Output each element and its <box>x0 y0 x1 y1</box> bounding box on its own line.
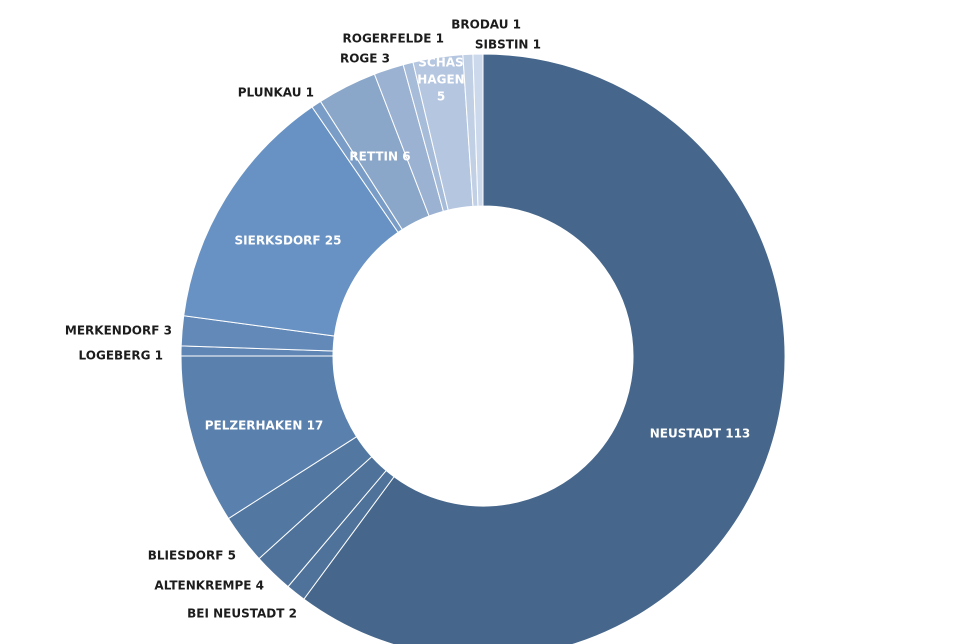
slice-label: LOGEBERG 1 <box>79 348 163 365</box>
slice-value: 25 <box>324 233 342 248</box>
slice-name: MERKENDORF <box>64 323 160 338</box>
donut-slice <box>472 53 484 207</box>
slice-label: ROGERFELDE 1 <box>343 31 444 48</box>
slice-value: 3 <box>381 51 390 66</box>
slice-value: 5 <box>436 89 446 104</box>
slice-name: SIERKSDORF <box>234 233 321 248</box>
slice-label: PELZERHAKEN 17 <box>205 418 324 435</box>
slice-label: PLUNKAU 1 <box>238 85 314 102</box>
slice-name: SCHAS HAGEN <box>417 55 465 87</box>
slice-value: 3 <box>163 323 172 338</box>
slice-label: BRODAU 1 <box>451 17 521 34</box>
slice-label: BEI NEUSTADT 2 <box>187 606 297 623</box>
slice-name: BEI NEUSTADT <box>187 606 285 621</box>
slice-label: BLIESDORF 5 <box>148 548 236 565</box>
slice-value: 2 <box>288 606 297 621</box>
slice-name: ROGE <box>339 51 378 66</box>
slice-value: 1 <box>532 37 541 52</box>
slice-value: 1 <box>154 348 163 363</box>
slice-name: ROGERFELDE <box>342 31 432 46</box>
slice-value: 4 <box>255 578 264 593</box>
slice-value: 6 <box>402 149 411 164</box>
slice-label: ROGE 3 <box>340 51 390 68</box>
slice-name: BRODAU <box>451 17 509 32</box>
slice-label: SIERKSDORF 25 <box>235 233 342 250</box>
slice-value: 1 <box>435 31 444 46</box>
slice-value: 113 <box>725 426 751 441</box>
slice-value: 1 <box>512 17 521 32</box>
slice-label: NEUSTADT 113 <box>650 426 751 443</box>
slice-name: NEUSTADT <box>649 426 722 441</box>
slice-label: MERKENDORF 3 <box>65 323 172 340</box>
slice-name: PELZERHAKEN <box>204 418 303 433</box>
slice-name: LOGEBERG <box>78 348 151 363</box>
slice-value: 5 <box>227 548 236 563</box>
slice-name: RETTIN <box>349 149 399 164</box>
slice-name: ALTENKREMPE <box>154 578 252 593</box>
donut-slice <box>303 53 786 644</box>
slice-name: PLUNKAU <box>237 85 302 100</box>
slice-label: RETTIN 6 <box>349 149 410 166</box>
slice-label: ALTENKREMPE 4 <box>154 578 264 595</box>
slice-label: SIBSTIN 1 <box>475 37 541 54</box>
slice-name: BLIESDORF <box>147 548 224 563</box>
slice-value: 17 <box>306 418 324 433</box>
slice-name: SIBSTIN <box>474 37 529 52</box>
slice-label: SCHAS HAGEN 5 <box>416 55 466 106</box>
donut-slice <box>183 106 399 337</box>
slice-value: 1 <box>305 85 314 100</box>
